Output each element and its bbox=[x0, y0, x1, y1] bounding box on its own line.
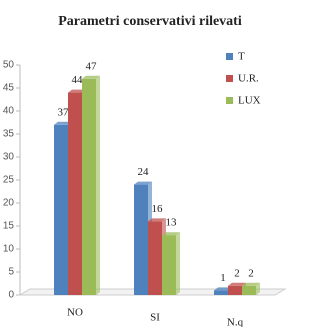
y-tick-label: 20 bbox=[3, 198, 15, 209]
bar-top bbox=[242, 282, 260, 286]
legend-label: LUX bbox=[238, 95, 261, 107]
legend-label: U.R. bbox=[238, 73, 259, 85]
value-label: 2 bbox=[234, 267, 240, 279]
value-label: 47 bbox=[86, 60, 98, 72]
chart: Parametri conservativi rilevati 0 5 10 15 20… bbox=[3, 14, 287, 327]
bar-top bbox=[54, 121, 72, 125]
y-tick-label: 30 bbox=[3, 152, 15, 163]
bar-top bbox=[214, 287, 232, 291]
bar-top bbox=[162, 232, 180, 236]
bar bbox=[242, 285, 256, 295]
value-label: 2 bbox=[248, 267, 254, 279]
bar-top bbox=[228, 282, 246, 286]
x-tick-label: NO bbox=[67, 307, 83, 319]
y-tick-label: 35 bbox=[3, 129, 15, 140]
bar-side bbox=[176, 232, 180, 295]
legend-label: T bbox=[238, 51, 245, 63]
value-label: 37 bbox=[58, 106, 70, 118]
bar-top bbox=[82, 75, 100, 79]
y-tick-label: 40 bbox=[3, 106, 15, 117]
bar bbox=[54, 124, 68, 295]
y-tick-label: 5 bbox=[8, 267, 14, 278]
x-tick-label: N.q bbox=[227, 317, 244, 327]
value-label: 1 bbox=[220, 272, 226, 284]
y-tick-label: 50 bbox=[3, 60, 15, 71]
value-label: 24 bbox=[138, 166, 150, 178]
y-tick-label: 10 bbox=[3, 244, 15, 255]
bar-top bbox=[148, 218, 166, 222]
value-label: 44 bbox=[72, 74, 84, 86]
value-label: 16 bbox=[152, 203, 164, 215]
bar bbox=[162, 235, 176, 295]
chart-title: Parametri conservativi rilevati bbox=[58, 14, 242, 29]
y-tick-label: 25 bbox=[3, 175, 15, 186]
bar bbox=[148, 221, 162, 295]
legend-swatch bbox=[226, 53, 233, 60]
bar bbox=[228, 285, 242, 295]
x-tick-label: SI bbox=[150, 312, 160, 324]
y-tick-label: 45 bbox=[3, 83, 15, 94]
bar-side bbox=[256, 282, 260, 295]
bar-side bbox=[96, 75, 100, 295]
bar bbox=[134, 184, 148, 295]
bar bbox=[82, 78, 96, 295]
y-tick-label: 15 bbox=[3, 221, 15, 232]
bar bbox=[68, 92, 82, 295]
y-tick-label: 0 bbox=[8, 290, 14, 301]
value-label: 13 bbox=[166, 217, 178, 229]
legend-swatch bbox=[226, 75, 233, 82]
bar-top bbox=[134, 181, 152, 185]
bar-top bbox=[68, 89, 86, 93]
bar bbox=[214, 290, 228, 295]
legend-swatch bbox=[226, 97, 233, 104]
